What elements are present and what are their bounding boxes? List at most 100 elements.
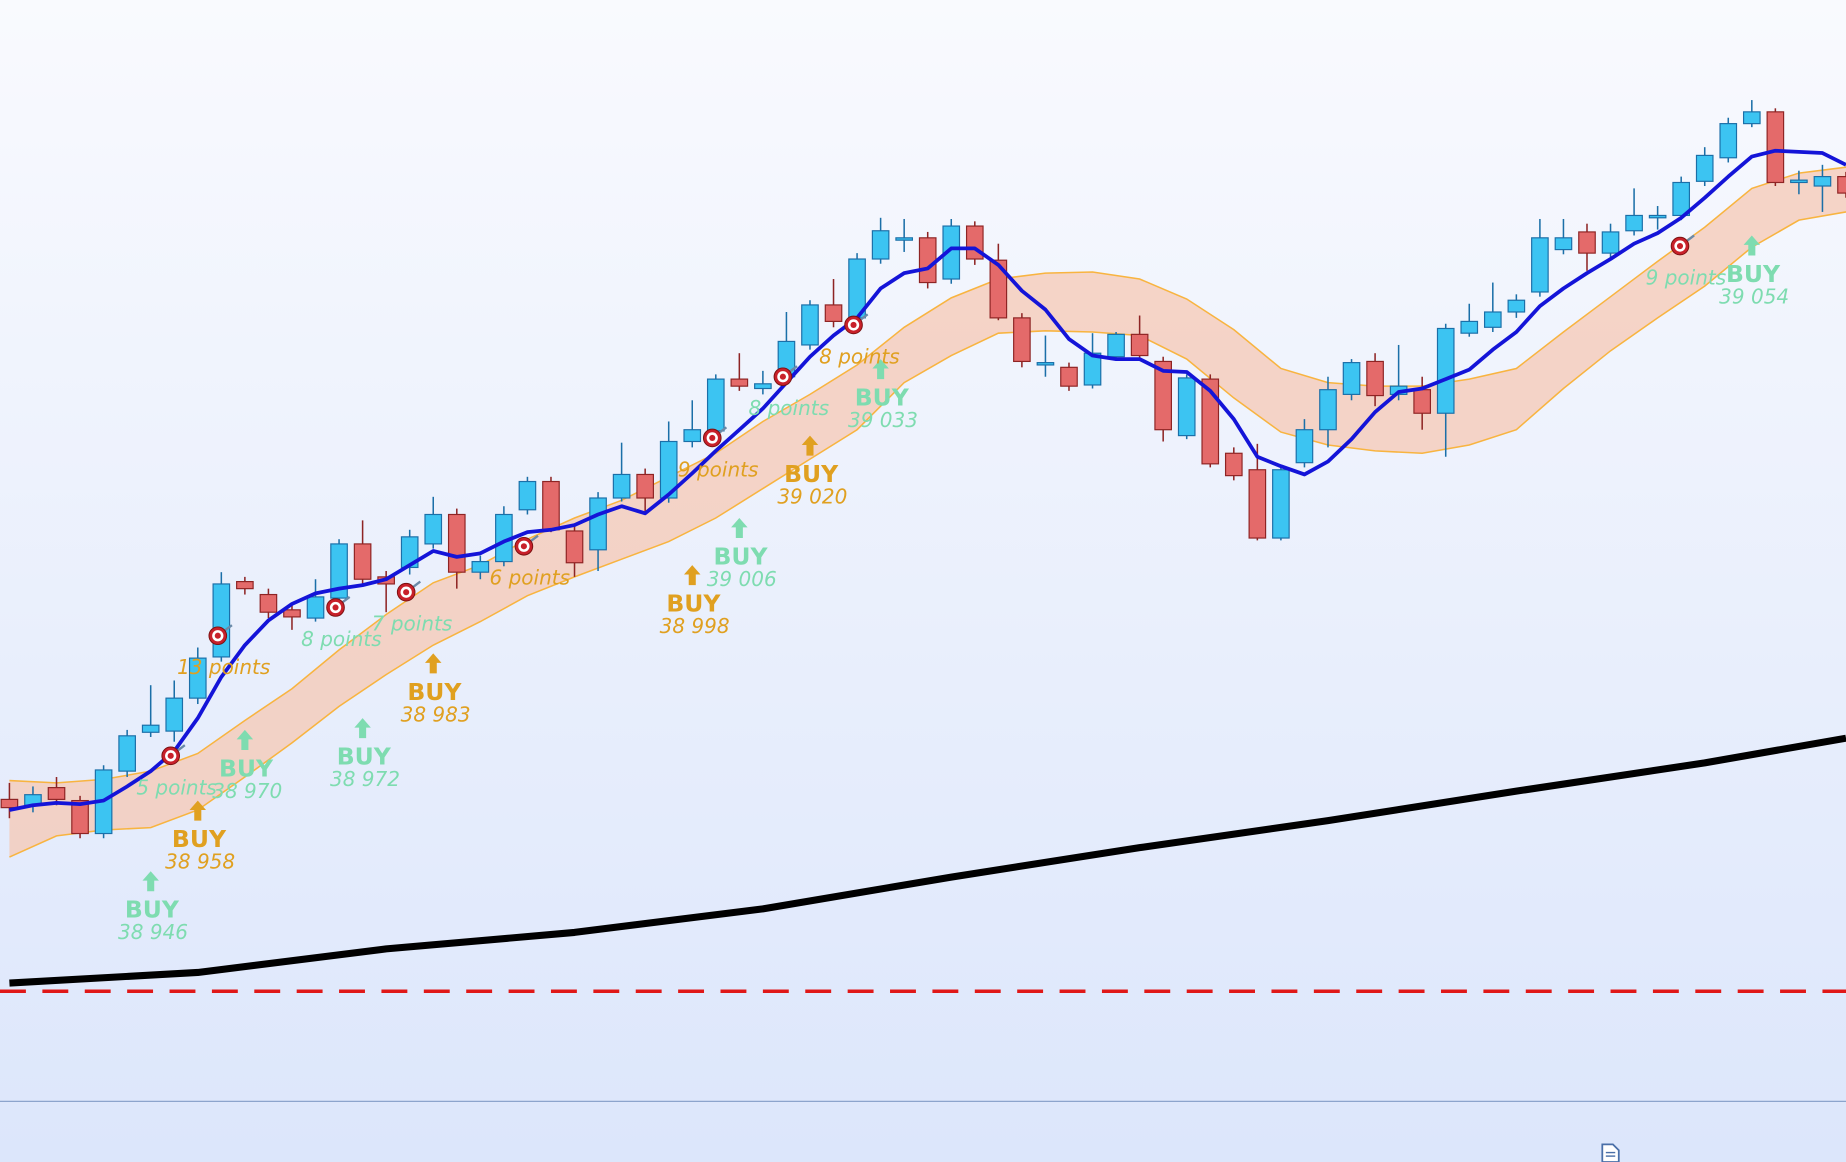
- target-icon: [326, 595, 351, 617]
- candle-body: [871, 230, 890, 260]
- candle-body: [565, 530, 584, 564]
- buy-label: BUY: [407, 678, 462, 706]
- candle-body: [212, 583, 231, 658]
- candle-body: [918, 237, 937, 284]
- candle-body: [1813, 176, 1832, 187]
- candle-body: [895, 237, 913, 241]
- candle-body: [1483, 311, 1502, 328]
- target-ring: [332, 604, 339, 611]
- candle-body: [1060, 366, 1078, 387]
- candle-body: [518, 480, 537, 511]
- candle-body: [1766, 111, 1785, 184]
- buy-arrow: [872, 359, 889, 380]
- buy-price: 38 983: [401, 702, 471, 726]
- target-ring: [1676, 242, 1684, 250]
- candle-body: [1013, 317, 1031, 363]
- target-points: 8 points: [749, 396, 830, 420]
- buy-label: BUY: [784, 460, 839, 488]
- candle-body: [1719, 123, 1738, 159]
- target-ring: [850, 321, 857, 328]
- target-icon: [396, 580, 422, 602]
- candle-body: [1154, 360, 1172, 431]
- candle-body: [1177, 377, 1196, 437]
- band-edge: [9, 166, 1846, 784]
- candle-body: [636, 473, 654, 499]
- candle-body: [1319, 389, 1337, 431]
- candle-body: [1790, 179, 1808, 184]
- target-points: 9 points: [1646, 266, 1727, 290]
- candle-body: [824, 304, 843, 322]
- candle-body: [1083, 352, 1102, 386]
- candle-body: [1554, 237, 1573, 251]
- buy-label: BUY: [125, 896, 180, 924]
- target-icon: [773, 365, 798, 387]
- buy-arrow: [1743, 235, 1761, 256]
- buy-arrow: [731, 518, 748, 539]
- target-ring: [403, 589, 410, 596]
- buy-price: 39 033: [848, 408, 918, 432]
- target-icon: [161, 744, 186, 766]
- candle-body: [165, 697, 184, 732]
- target-ring: [520, 543, 527, 550]
- target-points: 13 points: [177, 655, 270, 679]
- candle-body: [1601, 231, 1620, 254]
- candle-body: [1248, 469, 1267, 539]
- candle-body: [353, 543, 372, 580]
- candle-body: [1413, 389, 1432, 414]
- buy-price: 38 998: [660, 614, 730, 638]
- buy-label: BUY: [219, 754, 274, 782]
- candle-body: [542, 480, 560, 531]
- target-points: 7 points: [372, 612, 453, 636]
- doc-icon[interactable]: [1601, 1143, 1620, 1162]
- target-icon: [514, 534, 539, 556]
- buy-arrow: [142, 871, 159, 892]
- candle-body: [330, 543, 348, 599]
- candle-body: [188, 657, 207, 699]
- buy-arrow: [354, 718, 371, 739]
- candle-body: [589, 497, 607, 551]
- target-ring: [709, 434, 716, 442]
- buy-arrow: [236, 729, 254, 750]
- target-ring: [167, 752, 174, 759]
- candle-body: [706, 378, 725, 432]
- candle-body: [1578, 231, 1596, 254]
- candle-body: [1295, 429, 1314, 464]
- target-points: 5 points: [136, 775, 217, 799]
- band-area: [9, 167, 1846, 858]
- buy-arrow: [684, 565, 701, 586]
- candle-body: [754, 383, 772, 390]
- buy-price: 38 972: [330, 767, 400, 791]
- target-icon: [1670, 234, 1695, 256]
- candle-body: [1695, 154, 1714, 182]
- candle-body: [1036, 362, 1055, 366]
- candle-body: [1201, 378, 1220, 465]
- candle-body: [659, 440, 678, 499]
- buy-price: 39 006: [707, 567, 777, 591]
- candle-body: [118, 735, 136, 772]
- buy-price: 39 020: [777, 485, 847, 509]
- band-edge: [9, 211, 1846, 858]
- target-points: 8 points: [301, 627, 382, 651]
- candle-body: [47, 787, 66, 800]
- candle-body: [1224, 452, 1243, 477]
- buy-label: BUY: [713, 543, 768, 571]
- candle-body: [259, 593, 278, 613]
- candle-body: [989, 259, 1008, 319]
- candle-body: [306, 596, 325, 619]
- candle-body: [400, 536, 419, 569]
- candle-body: [141, 724, 160, 733]
- buy-price: 38 946: [118, 920, 188, 944]
- candle-body: [1531, 237, 1549, 293]
- candle-body: [236, 581, 254, 590]
- buy-label: BUY: [666, 590, 721, 618]
- buy-label: BUY: [855, 384, 910, 412]
- target-icon: [844, 313, 869, 335]
- candle-body: [1625, 214, 1643, 232]
- candle-body: [424, 513, 443, 545]
- candle-body: [612, 473, 631, 499]
- buy-label: BUY: [1726, 260, 1781, 288]
- buy-arrow: [189, 800, 207, 821]
